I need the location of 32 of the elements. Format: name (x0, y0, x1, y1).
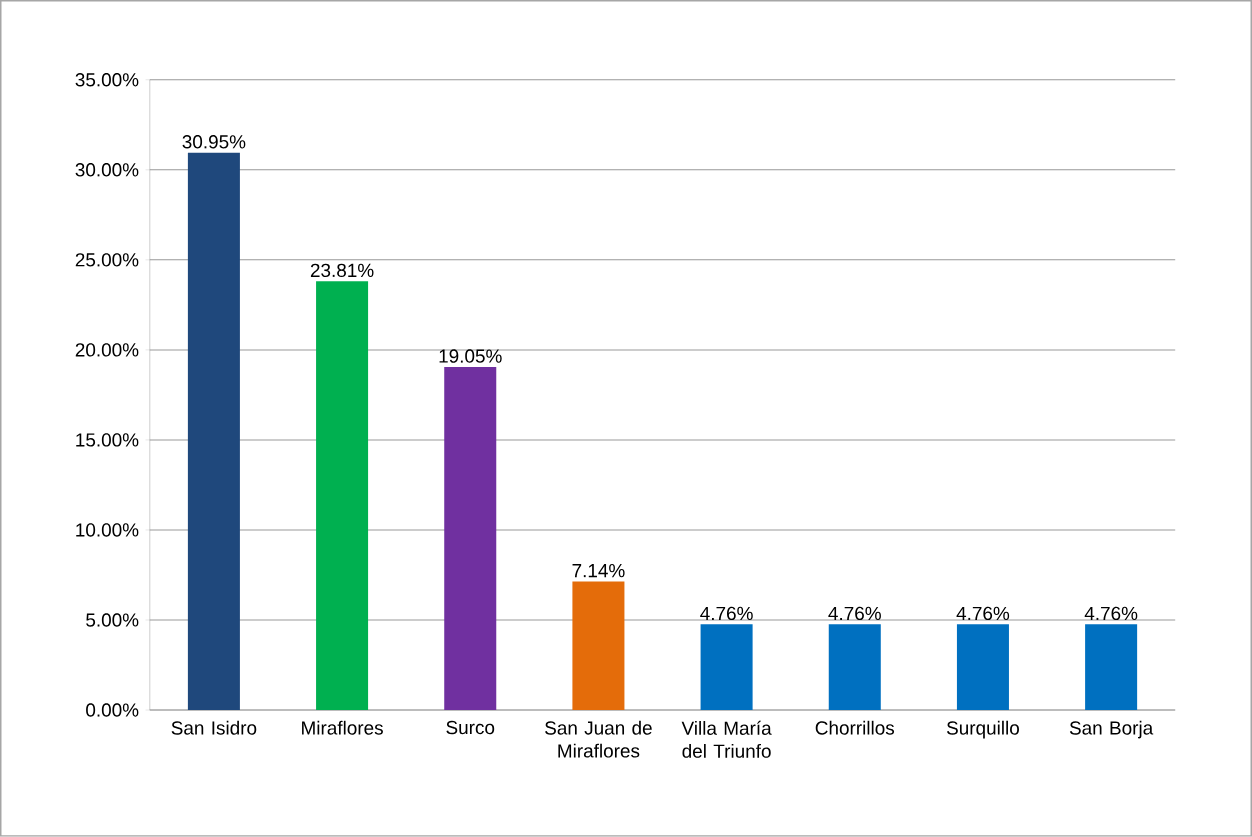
x-tick-label: San Juan de Miraflores (545, 720, 652, 758)
data-label: 4.76% (700, 606, 753, 621)
y-tick-label: 30.00% (75, 163, 139, 177)
data-label: 4.76% (956, 606, 1010, 621)
data-label: 23.81% (310, 263, 374, 278)
bar (700, 624, 753, 711)
bar (956, 624, 1009, 711)
y-tick-label: 25.00% (75, 253, 139, 267)
data-label: 30.95% (182, 135, 246, 149)
x-tick-label: Surco (446, 720, 495, 735)
y-tick-label: 10.00% (76, 523, 139, 537)
data-label: 4.76% (828, 606, 881, 621)
bar (444, 367, 497, 711)
x-tick-label: Villa María del Triunfo (681, 720, 772, 758)
x-tick-label: Chorrillos (815, 720, 895, 735)
data-label: 19.05% (439, 349, 502, 363)
bar (187, 152, 240, 711)
bar (316, 281, 369, 711)
y-tick-label: 15.00% (76, 433, 139, 447)
x-tick-label: San Isidro (171, 720, 257, 735)
data-label: 7.14% (572, 564, 625, 578)
bar (828, 624, 881, 711)
x-tick-label: Miraflores (302, 720, 383, 735)
y-tick-label: 0.00% (86, 703, 139, 717)
x-tick-label: San Borja (1069, 720, 1154, 739)
y-tick-label: 5.00% (86, 613, 139, 627)
bar (572, 581, 625, 711)
y-tick-label: 35.00% (75, 73, 139, 87)
x-tick-label: Surquillo (946, 720, 1019, 739)
data-label: 4.76% (1084, 606, 1138, 621)
bar (1085, 624, 1138, 711)
y-tick-label: 20.00% (75, 343, 139, 357)
